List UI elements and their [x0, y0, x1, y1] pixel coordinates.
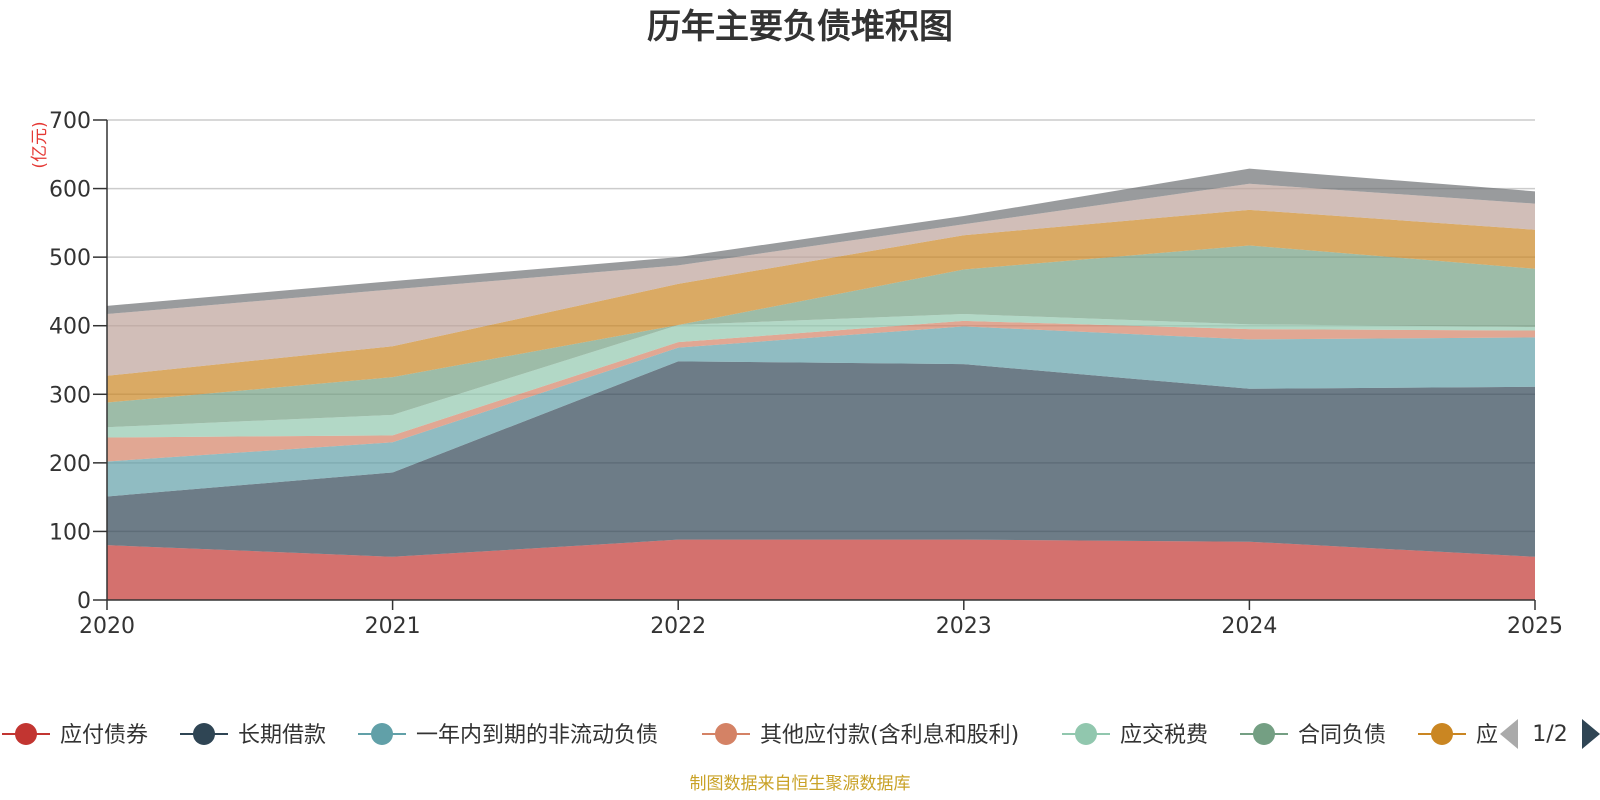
y-tick-label: 700	[49, 109, 91, 134]
x-tick-label: 2021	[365, 614, 421, 639]
legend-item[interactable]: 应交税费	[1062, 723, 1208, 748]
area-series-1	[107, 361, 1535, 557]
legend-item[interactable]: 长期借款	[180, 723, 326, 748]
legend-marker-icon	[1075, 723, 1097, 745]
legend-item[interactable]: 其他应付款(含利息和股利)	[702, 723, 1019, 748]
legend-next-page-icon[interactable]	[1582, 719, 1600, 749]
area-series-group	[107, 168, 1535, 600]
legend-marker-icon	[193, 723, 215, 745]
chart-title: 历年主要负债堆积图	[647, 7, 953, 47]
legend-item[interactable]: 应	[1418, 723, 1498, 748]
area-series-8	[107, 168, 1535, 315]
y-tick-label: 100	[49, 520, 91, 545]
area-series-5	[107, 245, 1535, 428]
y-tick-label: 0	[77, 589, 91, 614]
x-tick-label: 2025	[1507, 614, 1563, 639]
legend-marker-icon	[1431, 723, 1453, 745]
legend-label: 一年内到期的非流动负债	[416, 723, 658, 748]
legend-label: 应	[1476, 723, 1498, 748]
legend-marker-icon	[715, 723, 737, 745]
legend-marker-icon	[1253, 723, 1275, 745]
y-tick-label: 600	[49, 178, 91, 203]
legend-pager: 1/2	[1500, 719, 1600, 749]
y-tick-label: 200	[49, 452, 91, 477]
x-tick-label: 2023	[936, 614, 992, 639]
legend-prev-page-icon[interactable]	[1500, 719, 1518, 749]
legend-marker-icon	[371, 723, 393, 745]
y-tick-label: 300	[49, 383, 91, 408]
area-series-0	[107, 539, 1535, 600]
area-series-4	[107, 314, 1535, 438]
legend-marker-icon	[15, 723, 37, 745]
area-series-3	[107, 320, 1535, 462]
legend-item[interactable]: 一年内到期的非流动负债	[358, 723, 658, 748]
y-tick-label: 500	[49, 246, 91, 271]
area-series-6	[107, 209, 1535, 403]
legend-label: 应交税费	[1120, 723, 1208, 748]
legend: 应付债券 长期借款 一年内到期的非流动负债 其他应付款(含利息和股利) 应交税费 合同负债…	[2, 723, 1498, 748]
area-series-2	[107, 326, 1535, 497]
legend-page-indicator: 1/2	[1532, 722, 1567, 747]
data-source-note: 制图数据来自恒生聚源数据库	[690, 774, 911, 794]
x-tick-label: 2020	[79, 614, 135, 639]
x-tick-label: 2022	[650, 614, 706, 639]
legend-label: 应付债券	[60, 723, 148, 748]
legend-label: 合同负债	[1298, 723, 1386, 748]
y-tick-label: 400	[49, 315, 91, 340]
axes: 0 100 200 300 400 500 600 700 2020 2021 2022 2023 20…	[49, 109, 1563, 639]
legend-label: 长期借款	[238, 723, 326, 748]
legend-label: 其他应付款(含利息和股利)	[760, 723, 1019, 748]
y-axis-unit-label: (亿元)	[30, 121, 50, 168]
legend-item[interactable]: 应付债券	[2, 723, 148, 748]
legend-item[interactable]: 合同负债	[1240, 723, 1386, 748]
x-tick-label: 2024	[1221, 614, 1277, 639]
area-series-7	[107, 183, 1535, 376]
